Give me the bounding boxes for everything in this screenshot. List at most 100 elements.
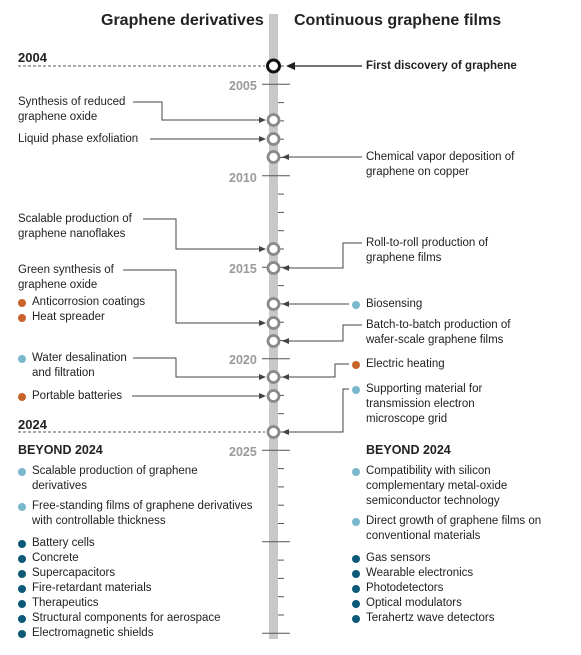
tick-label-2020: 2020 [229, 353, 257, 367]
year-2024: 2024 [18, 417, 47, 432]
event-portable-batteries-label: Portable batteries [32, 390, 122, 402]
event-portable-batteries: Portable batteries [18, 389, 122, 404]
tick-label-2010: 2010 [229, 171, 257, 185]
beyond-left-dark-label: Supercapacitors [32, 567, 115, 579]
orange-dot-icon [18, 393, 26, 401]
node-2024 [268, 427, 279, 438]
year-2004: 2004 [18, 50, 47, 65]
event-heat-spreader-label: Heat spreader [32, 311, 105, 323]
beyond-right-dark-label: Photodetectors [366, 582, 443, 594]
beyond-right-light-item: Direct growth of graphene films on conve… [352, 514, 547, 544]
event-reduced-oxide: Synthesis of reduced graphene oxide [18, 95, 143, 125]
beyond-right-dark-item: Gas sensors [352, 551, 547, 566]
tick-label-2005: 2005 [229, 79, 257, 93]
dark-teal-dot-icon [18, 600, 26, 608]
dark-teal-dot-icon [18, 570, 26, 578]
event-roll-to-roll: Roll-to-roll production of graphene film… [366, 236, 506, 266]
event-nanoflakes: Scalable production of graphene nanoflak… [18, 212, 148, 242]
dark-teal-dot-icon [352, 615, 360, 623]
header-continuous-films: Continuous graphene films [294, 12, 501, 30]
event-electric-heating: Electric heating [352, 357, 445, 372]
beyond-left-light-label: Free-standing films of graphene derivati… [32, 500, 253, 527]
light-blue-dot-icon [18, 503, 26, 511]
beyond-left-dark-label: Battery cells [32, 537, 95, 549]
light-blue-dot-icon [18, 468, 26, 476]
dark-teal-dot-icon [352, 555, 360, 563]
beyond-left-light-item: Scalable production of graphene derivati… [18, 464, 253, 494]
connector-electric-heating [286, 364, 349, 377]
dark-teal-dot-icon [18, 585, 26, 593]
beyond-left-dark-label: Concrete [32, 552, 79, 564]
node-nanoflakes [268, 244, 279, 255]
beyond-right-dark-item: Wearable electronics [352, 566, 547, 581]
event-liquid-phase: Liquid phase exfoliation [18, 132, 158, 147]
light-blue-dot-icon [352, 518, 360, 526]
beyond-left-dark-label: Fire-retardant materials [32, 582, 152, 594]
dark-teal-dot-icon [18, 615, 26, 623]
node-reduced-oxide [268, 115, 279, 126]
connector-roll-to-roll [286, 243, 362, 268]
event-water-desal-label: Water desalination and filtration [32, 352, 127, 379]
dark-teal-dot-icon [352, 600, 360, 608]
event-biosensing-label: Biosensing [366, 298, 422, 310]
event-water-desal: Water desalination and filtration [18, 351, 144, 381]
beyond-left-list: Scalable production of graphene derivati… [18, 464, 253, 641]
beyond-right-dark-label: Gas sensors [366, 552, 431, 564]
beyond-left-dark-item: Concrete [18, 551, 253, 566]
dark-teal-dot-icon [18, 540, 26, 548]
connector-batch [286, 325, 362, 341]
node-cvd [268, 152, 279, 163]
tick-label-2025: 2025 [229, 445, 257, 459]
event-anticorrosion: Anticorrosion coatings [18, 295, 145, 310]
beyond-left-dark-item: Supercapacitors [18, 566, 253, 581]
beyond-left-light-item: Free-standing films of graphene derivati… [18, 499, 253, 529]
event-heat-spreader: Heat spreader [18, 310, 105, 325]
event-biosensing: Biosensing [352, 297, 422, 312]
beyond-right-light-label: Direct growth of graphene films on conve… [366, 515, 541, 542]
beyond-right-dark-item: Photodetectors [352, 581, 547, 596]
beyond-right-light-label: Compatibility with silicon complementary… [366, 465, 507, 507]
beyond-title-left: BEYOND 2024 [18, 443, 103, 457]
beyond-right-dark-label: Wearable electronics [366, 567, 473, 579]
beyond-left-dark-item: Electromagnetic shields [18, 626, 253, 641]
orange-dot-icon [18, 314, 26, 322]
node-biosensing [268, 299, 279, 310]
orange-dot-icon [352, 361, 360, 369]
node-water-heating [268, 372, 279, 383]
event-cvd: Chemical vapor deposition of graphene on… [366, 150, 526, 180]
beyond-left-light-label: Scalable production of graphene derivati… [32, 465, 198, 492]
node-batteries [268, 391, 279, 402]
beyond-right-dark-label: Optical modulators [366, 597, 462, 609]
event-batch: Batch-to-batch production of wafer-scale… [366, 318, 531, 348]
beyond-left-dark-label: Electromagnetic shields [32, 627, 153, 639]
tick-label-2015: 2015 [229, 262, 257, 276]
connector-reduced-oxide [133, 102, 262, 120]
beyond-left-dark-item: Battery cells [18, 536, 253, 551]
dark-teal-dot-icon [18, 555, 26, 563]
beyond-right-dark-item: Optical modulators [352, 596, 547, 611]
dark-teal-dot-icon [352, 585, 360, 593]
dark-teal-dot-icon [18, 630, 26, 638]
connectors [123, 66, 362, 432]
event-tem-support-label: Supporting material for transmission ele… [366, 383, 482, 425]
node-2004 [268, 60, 280, 72]
orange-dot-icon [18, 299, 26, 307]
node-green-synthesis [268, 318, 279, 329]
beyond-right-dark-label: Terahertz wave detectors [366, 612, 494, 624]
dark-teal-dot-icon [352, 570, 360, 578]
light-blue-dot-icon [352, 301, 360, 309]
node-liquid-phase [268, 134, 279, 145]
beyond-left-dark-label: Therapeutics [32, 597, 98, 609]
event-first-discovery: First discovery of graphene [366, 59, 566, 74]
connector-tem [286, 389, 349, 432]
beyond-title-right: BEYOND 2024 [366, 443, 451, 457]
beyond-right-light-item: Compatibility with silicon complementary… [352, 464, 547, 509]
node-roll-to-roll [268, 263, 279, 274]
beyond-right-dark-item: Terahertz wave detectors [352, 611, 547, 626]
node-batch [268, 336, 279, 347]
light-blue-dot-icon [352, 386, 360, 394]
beyond-right-list: Compatibility with silicon complementary… [352, 464, 547, 626]
beyond-left-dark-item: Fire-retardant materials [18, 581, 253, 596]
event-green-synthesis: Green synthesis of graphene oxide [18, 263, 128, 293]
event-electric-heating-label: Electric heating [366, 358, 445, 370]
